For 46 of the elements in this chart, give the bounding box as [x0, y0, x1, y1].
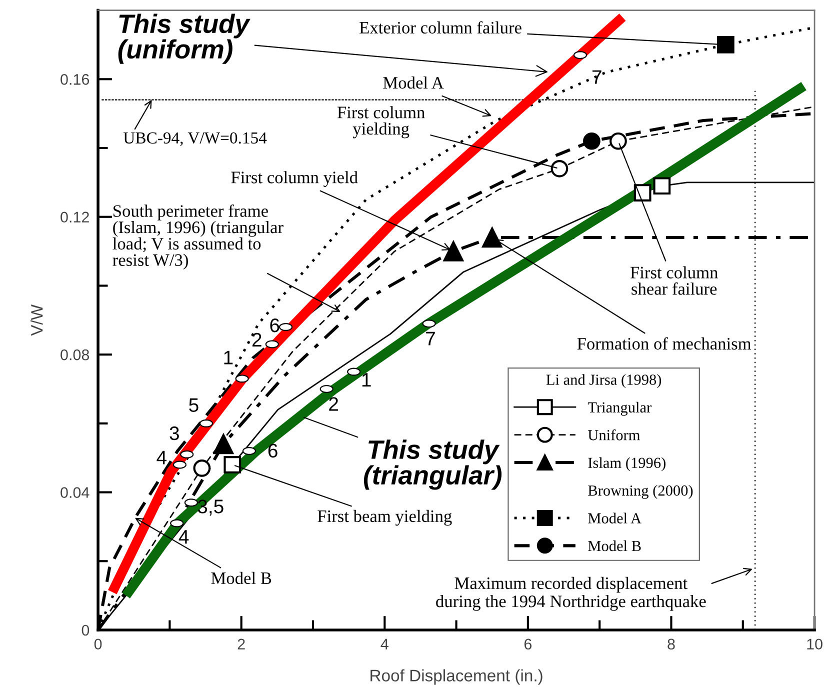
annotation: 5 — [189, 398, 198, 412]
x-tick-label: 4 — [380, 638, 388, 650]
legend-title: Li and Jirsa (1998) — [546, 374, 662, 388]
annotation: First column yield — [231, 171, 358, 187]
annotation: 3 — [170, 426, 179, 440]
legend-label: Triangular — [588, 402, 652, 416]
annotation: 7 — [426, 332, 435, 346]
ref-line-label: Maximum recorded displacement during the 1994 Northridge earthquake — [436, 576, 706, 611]
legend-label: Islam (1996) — [588, 457, 666, 472]
annotation: Exterior column failure — [360, 21, 522, 34]
annotation: Model B — [211, 572, 272, 584]
x-tick-label: 8 — [668, 638, 675, 650]
y-axis-title: V/W — [30, 304, 43, 336]
annotation: 1 — [224, 350, 233, 364]
legend-label: Uniform — [588, 429, 640, 440]
annotation: South perimeter frame (Islam, 1996) (triangular load; V is assumed to resist W/3) — [112, 204, 284, 270]
annotation: 1 — [362, 373, 371, 387]
y-tick-label: 0.04 — [60, 487, 90, 498]
annotation: 6 — [270, 318, 280, 332]
x-tick-label: 10 — [807, 638, 822, 650]
y-tick-label: 0.12 — [60, 212, 89, 223]
annotation: 2 — [329, 397, 338, 411]
annotation: First beam yielding — [318, 510, 452, 526]
ref-line-label: UBC-94, V/W=0.154 — [123, 132, 267, 146]
x-tick-label: 0 — [94, 638, 102, 650]
y-tick-label: 0 — [82, 624, 90, 636]
legend-label: Model A — [588, 512, 642, 524]
annotation: Model A — [383, 76, 444, 89]
annotation: This study (triangular) — [364, 440, 502, 490]
x-axis-title: Roof Displacement (in.) — [370, 669, 542, 685]
annotation: 4 — [156, 450, 167, 464]
y-tick-label: 0.16 — [60, 74, 90, 85]
annotation: 6 — [268, 444, 278, 458]
annotation: First column yielding — [337, 106, 425, 138]
annotation: 4 — [178, 530, 189, 544]
annotation: 7 — [592, 70, 602, 84]
annotation: This study (uniform) — [118, 14, 250, 64]
annotation: Formation of mechanism — [577, 337, 752, 350]
annotation: First column shear failure — [630, 266, 718, 295]
x-tick-label: 6 — [524, 638, 532, 650]
y-tick-label: 0.08 — [60, 349, 90, 360]
legend-label: Model B — [588, 540, 641, 552]
annotation: Browning (2000) — [588, 484, 693, 499]
x-tick-label: 2 — [238, 638, 245, 650]
annotation: 3,5 — [198, 500, 224, 516]
annotation: 2 — [252, 332, 262, 346]
